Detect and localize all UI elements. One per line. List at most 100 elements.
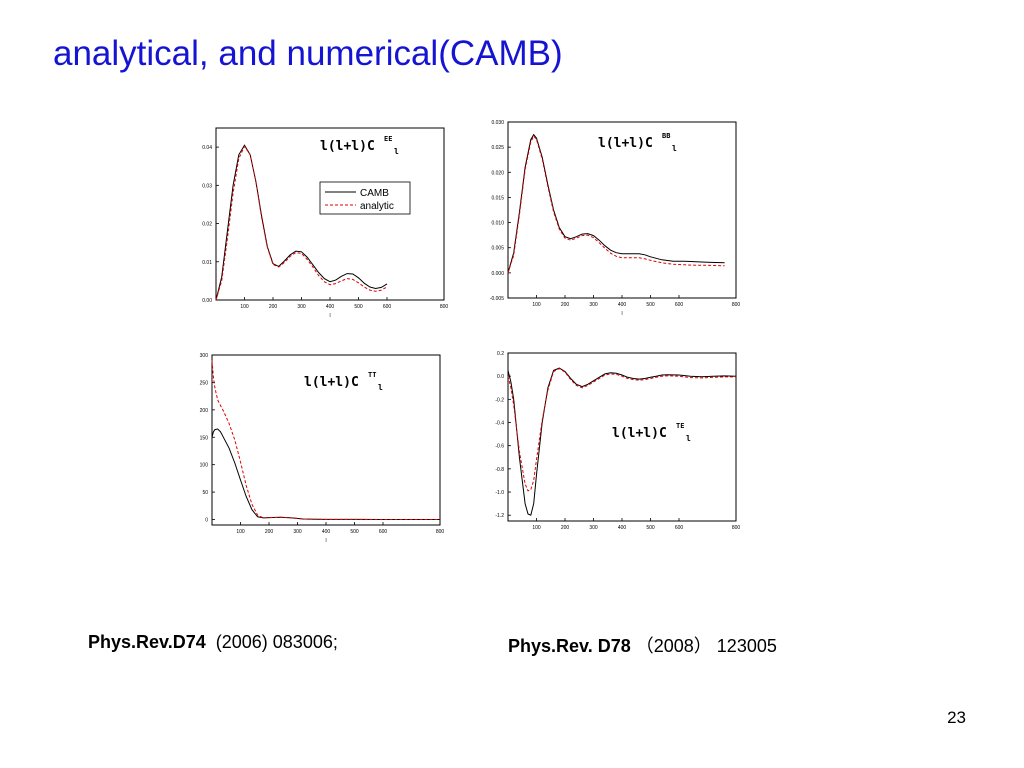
y-tick-label: 0.010 (491, 221, 504, 227)
x-axis-label: l (621, 311, 622, 317)
panel-label-sub: l (394, 147, 399, 156)
reference-2-detail: （2008） 123005 (635, 636, 777, 656)
x-tick-label: 500 (354, 304, 363, 310)
x-axis-label: l (325, 538, 326, 544)
x-tick-label: 800 (440, 304, 449, 310)
y-tick-label: -0.8 (495, 467, 504, 473)
x-tick-label: 300 (293, 529, 302, 535)
panel-label: l(l+l)C BBl (598, 132, 677, 153)
y-tick-label: 50 (202, 490, 208, 496)
chart-tt-svg: 100 200 300 400 500 600 800 0 50 100 150 200 250 300 l… (200, 353, 445, 544)
x-tick-label: 200 (265, 529, 274, 535)
reference-1-detail: (2006) 083006; (215, 632, 338, 652)
panel-label-main: l(l+l)C (304, 375, 359, 390)
reference-1: Phys.Rev.D74 (2006) 083006; (88, 632, 338, 653)
chart-ee: 100 200 300 400 500 600 800 0.00 0.01 0.02 0.03 0.0… (178, 120, 458, 332)
y-tick-label: 0.03 (202, 183, 212, 189)
y-tick-label: 150 (200, 435, 209, 441)
x-tick-label: 400 (618, 302, 627, 308)
chart-tt: 100 200 300 400 500 600 800 0 50 100 150 200 250 300 l… (178, 345, 458, 565)
x-tick-label: 100 (236, 529, 245, 535)
panel-label-sub: l (686, 434, 691, 443)
x-tick-label: 100 (240, 304, 249, 310)
x-tick-label: 200 (561, 525, 570, 531)
x-tick-label: 300 (589, 302, 598, 308)
panel-label: l(l+l)C TEl (612, 422, 691, 443)
y-tick-label: -0.6 (495, 444, 504, 450)
y-tick-label: 0.030 (491, 120, 504, 126)
chart-ee-svg: 100 200 300 400 500 600 800 0.00 0.01 0.02 0.03 0.0… (202, 127, 449, 319)
legend-label-camb: CAMB (360, 188, 389, 199)
y-tick-label: 0.00 (202, 298, 212, 304)
panel-label-sup: TE (676, 422, 684, 430)
x-tick-label: 600 (675, 525, 684, 531)
x-tick-label: 500 (646, 302, 655, 308)
y-tick-label: 300 (200, 353, 209, 359)
y-tick-label: 0.04 (202, 145, 212, 151)
series-line-analytic (215, 145, 388, 301)
x-tick-label: 400 (326, 304, 335, 310)
panel-label-sup: EE (384, 135, 392, 143)
y-tick-label: 100 (200, 463, 209, 469)
y-tick-label: 0.015 (491, 195, 504, 201)
x-axis-label: l (329, 313, 330, 319)
y-tick-label: -0.005 (490, 296, 504, 302)
chart-bb: 100 200 300 400 500 600 800 -0.005 0.000 0.005 0.0… (470, 112, 750, 334)
series-line-analytic (507, 368, 737, 492)
y-tick-label: 0.01 (202, 260, 212, 266)
series-line-analytic (211, 360, 440, 520)
y-tick-label: 0.000 (491, 271, 504, 277)
chart-te-svg: 100 200 300 400 500 600 800 -1.2 -1.0 -0.8 -0.6 -0.… (495, 351, 741, 531)
y-tick-label: 250 (200, 380, 209, 386)
y-tick-label: 0.02 (202, 222, 212, 228)
series-line-analytic (507, 135, 725, 274)
panel-label-main: l(l+l)C (612, 426, 667, 441)
x-tick-label: 100 (532, 302, 541, 308)
x-tick-label: 200 (269, 304, 278, 310)
y-tick-label: 0 (205, 518, 208, 524)
y-tick-label: 0.005 (491, 246, 504, 252)
panel-label: l(l+l)C EEl (320, 135, 399, 156)
panel-label-sub: l (672, 144, 677, 153)
x-tick-label: 800 (732, 525, 741, 531)
x-tick-label: 300 (589, 525, 598, 531)
reference-2: Phys.Rev. D78 （2008） 123005 (508, 632, 777, 658)
x-tick-label: 600 (675, 302, 684, 308)
panel-label-sup: BB (662, 132, 670, 140)
legend: CAMB analytic (319, 181, 411, 215)
legend-label-analytic: analytic (360, 201, 394, 212)
y-tick-label: 200 (200, 408, 209, 414)
chart-te: 100 200 300 400 500 600 800 -1.2 -1.0 -0.8 -0.6 -0.… (470, 345, 750, 550)
panel-label-sup: TT (368, 371, 376, 379)
x-tick-label: 100 (532, 525, 541, 531)
y-tick-label: -0.2 (495, 397, 504, 403)
series-line-camb (211, 428, 440, 520)
y-tick-label: 0.025 (491, 145, 504, 151)
x-tick-label: 600 (383, 304, 392, 310)
panel-label: l(l+l)C TTl (304, 371, 383, 392)
x-tick-label: 500 (646, 525, 655, 531)
panel-label-main: l(l+l)C (598, 136, 653, 151)
y-tick-label: 0.2 (497, 351, 504, 357)
y-tick-label: -1.0 (495, 490, 504, 496)
y-tick-label: 0.0 (497, 374, 504, 380)
y-tick-label: 0.020 (491, 170, 504, 176)
series-line-camb (507, 133, 725, 274)
x-tick-label: 400 (322, 529, 331, 535)
reference-2-journal: Phys.Rev. D78 (508, 636, 631, 656)
page-number: 23 (947, 708, 966, 727)
x-tick-label: 800 (436, 529, 445, 535)
x-tick-label: 200 (561, 302, 570, 308)
chart-bb-svg: 100 200 300 400 500 600 800 -0.005 0.000 0.005 0.0… (490, 120, 741, 317)
series-line-camb (507, 367, 737, 516)
panel-label-sub: l (378, 383, 383, 392)
reference-1-journal: Phys.Rev.D74 (88, 632, 206, 652)
series-line-camb (215, 144, 388, 301)
y-tick-label: -1.2 (495, 513, 504, 519)
x-tick-label: 600 (379, 529, 388, 535)
x-tick-label: 500 (350, 529, 359, 535)
x-tick-label: 400 (618, 525, 627, 531)
legend-box (319, 181, 411, 215)
x-tick-label: 300 (297, 304, 306, 310)
x-tick-label: 800 (732, 302, 741, 308)
